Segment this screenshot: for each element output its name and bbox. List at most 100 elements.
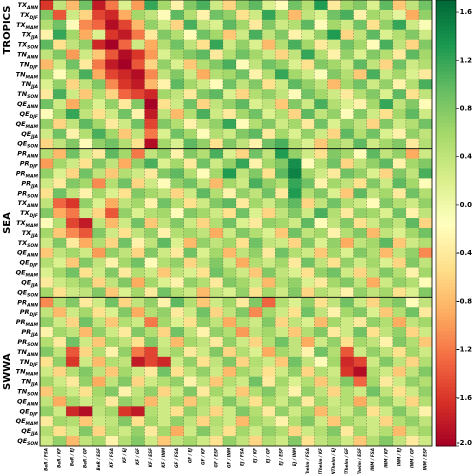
heatmap-cell (105, 257, 119, 268)
heatmap-cell (196, 29, 211, 40)
row-season: MAM (26, 272, 39, 278)
row-variable: QE (20, 110, 31, 118)
colorbar-segment (436, 401, 456, 406)
heatmap-cell (379, 148, 394, 159)
heatmap-cell (79, 227, 93, 239)
heatmap-cell (288, 346, 302, 358)
heatmap-cell (379, 188, 394, 199)
heatmap-cell (262, 386, 276, 397)
heatmap-cell (170, 346, 185, 358)
heatmap-cell (40, 208, 54, 219)
colorbar-segment (436, 81, 456, 86)
heatmap-cell (379, 386, 394, 397)
heatmap-cell (92, 307, 106, 318)
colorbar-tick-label: -0.8 (457, 297, 472, 305)
row-season: DJF (30, 163, 39, 169)
heatmap-cell (418, 366, 433, 377)
heatmap-cell (209, 19, 224, 31)
heatmap-cell (314, 188, 328, 199)
heatmap-cell (183, 158, 198, 169)
heatmap-cell (196, 59, 211, 70)
heatmap-cell (236, 436, 250, 447)
heatmap-cell (340, 237, 354, 249)
row-label: QEJJA (21, 130, 38, 140)
heatmap-cell (118, 208, 132, 219)
heatmap-cell (340, 327, 354, 338)
heatmap-cell (249, 297, 263, 308)
heatmap-cell (40, 287, 54, 298)
heatmap-cell (301, 109, 315, 120)
heatmap-cell (353, 79, 367, 90)
heatmap-cell (301, 307, 315, 318)
heatmap-cell (353, 168, 367, 179)
heatmap-cell (53, 118, 67, 130)
heatmap-cell (40, 386, 54, 397)
heatmap-cell (53, 227, 67, 239)
heatmap-cell (288, 218, 302, 229)
heatmap-cell (131, 297, 145, 308)
colorbar-segment (436, 59, 456, 64)
row-season: MAM (26, 322, 39, 328)
heatmap-cell (301, 69, 315, 80)
heatmap-cell (327, 396, 341, 407)
heatmap-cell (379, 9, 394, 21)
heatmap-cell (262, 277, 276, 288)
heatmap-cell (392, 307, 407, 318)
heatmap-cell (131, 128, 145, 140)
heatmap-cell (66, 0, 80, 11)
heatmap-cell (157, 307, 171, 318)
heatmap-cell (105, 59, 119, 70)
heatmap-cell (405, 336, 420, 348)
row-season: DJF (30, 312, 39, 318)
heatmap-cell (92, 158, 106, 169)
heatmap-cell (222, 168, 237, 179)
heatmap-cell (105, 79, 119, 90)
heatmap-cell (340, 168, 354, 179)
heatmap-cell (392, 208, 407, 219)
colorbar-segment (436, 193, 456, 198)
heatmap-cell (92, 218, 106, 229)
heatmap-cell (418, 227, 433, 239)
heatmap-cell (118, 317, 132, 328)
heatmap-cell (353, 257, 367, 268)
heatmap-cell (53, 277, 67, 288)
heatmap-cell (405, 436, 420, 447)
colorbar-segment (436, 267, 456, 272)
row-label: TXSON (18, 41, 39, 51)
colorbar-segment (436, 397, 456, 402)
heatmap-cell (79, 297, 93, 308)
heatmap-cell (40, 297, 54, 308)
heatmap-cell (53, 376, 67, 387)
heatmap-cell (340, 118, 354, 130)
heatmap-cell (314, 416, 328, 427)
heatmap-cell (236, 307, 250, 318)
colorbar-segment (436, 141, 456, 146)
heatmap-cell (79, 436, 93, 447)
heatmap-cell (118, 49, 132, 60)
heatmap-cell (340, 19, 354, 31)
heatmap-cell (144, 99, 158, 110)
heatmap-cell (170, 168, 185, 179)
heatmap-cell (170, 158, 185, 169)
heatmap-cell (53, 59, 67, 70)
row-label: TNMAM (16, 368, 39, 378)
heatmap-cell (40, 138, 54, 149)
colorbar-segment (436, 211, 456, 217)
heatmap-cell (196, 208, 211, 219)
heatmap-cell (131, 396, 145, 407)
heatmap-cell (118, 406, 132, 417)
heatmap-cell (183, 168, 198, 179)
column-label: EJ / ESF (279, 448, 284, 466)
heatmap-cell (105, 99, 119, 110)
heatmap-cell (131, 19, 145, 31)
row-label: QEANN (17, 397, 38, 407)
heatmap-cell (249, 109, 263, 120)
heatmap-cell (40, 218, 54, 229)
heatmap-cell (301, 406, 315, 417)
heatmap-cell (366, 118, 381, 130)
row-label: TNANN (17, 51, 38, 61)
heatmap-cell (379, 168, 394, 179)
heatmap-cell (196, 198, 211, 209)
heatmap-cell (79, 317, 93, 328)
heatmap-cell (40, 109, 54, 120)
